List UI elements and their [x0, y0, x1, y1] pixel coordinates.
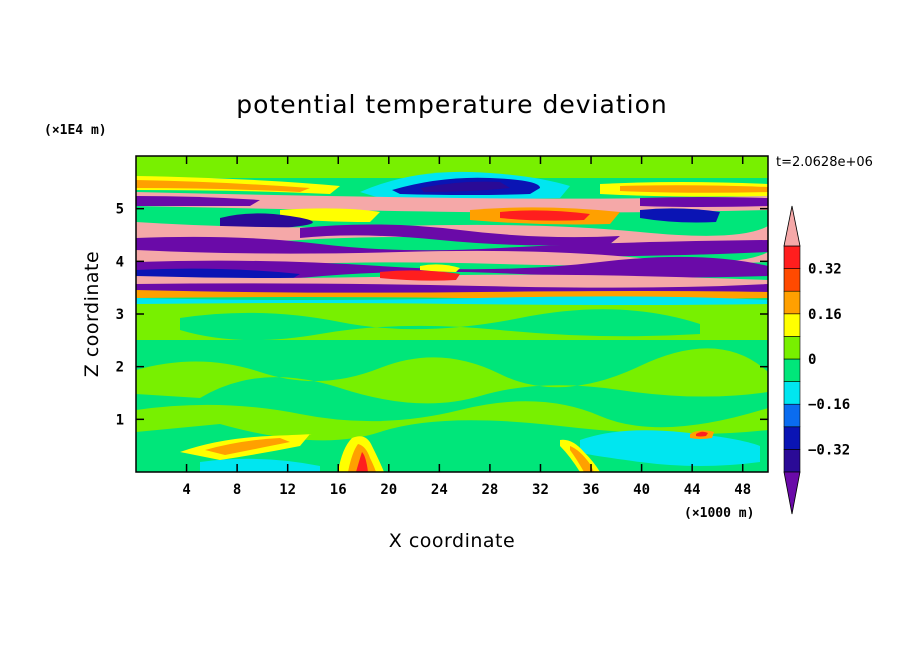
warm-spot-44 — [696, 431, 708, 437]
colorbar-swatch — [783, 245, 801, 269]
warm-plume-18 — [356, 452, 368, 472]
y-axis: 1 2 3 4 5 — [116, 202, 768, 428]
colorbar-max-arrow — [783, 205, 801, 247]
purple-band-45 — [300, 224, 620, 246]
pink-band-52 — [136, 192, 768, 213]
x-tick-label: 36 — [583, 482, 600, 498]
colorbar-swatch — [783, 313, 801, 337]
colorbar-swatch — [783, 336, 801, 360]
colorbar: 0.32 0.16 0 −0.16 −0.32 — [783, 205, 850, 515]
y-tick-label: 3 — [116, 307, 124, 323]
y-tick-label: 1 — [116, 412, 124, 428]
weak-positive-blob — [136, 348, 768, 404]
y-unit-label: (×1E4 m) — [44, 123, 107, 138]
cool-patch — [200, 458, 320, 472]
colorbar-tick-label: 0.32 — [808, 262, 842, 278]
purple-band-43 — [136, 236, 768, 257]
y-tick-label: 2 — [116, 360, 124, 376]
cool-band-47 — [220, 213, 313, 229]
x-axis: 4 8 12 16 20 24 28 32 36 40 44 48 — [182, 156, 751, 498]
colorbar-swatch — [783, 449, 801, 473]
weak-positive-blob — [136, 401, 768, 441]
warm-plume-left — [205, 438, 290, 455]
colorbar-swatch — [783, 426, 801, 450]
warm-band-55 — [136, 180, 310, 192]
y-axis-label: Z coordinate — [81, 251, 103, 377]
chart-title: potential temperature deviation — [236, 90, 667, 119]
cool-edge-33 — [136, 296, 768, 305]
surface-layer — [180, 430, 760, 472]
x-tick-label: 8 — [233, 482, 241, 498]
colorbar-swatch — [783, 403, 801, 428]
middle-layer — [136, 300, 768, 441]
upper-layer — [136, 156, 768, 305]
purple-band-51-right — [640, 197, 768, 207]
cool-top-dome-core — [420, 181, 510, 192]
x-tick-label: 28 — [481, 482, 498, 498]
y-tick-label: 5 — [116, 202, 124, 218]
colorbar-tick-label: 0 — [808, 352, 816, 368]
x-unit-label: (×1000 m) — [684, 506, 754, 521]
warm-band-48 — [280, 208, 380, 222]
x-tick-label: 24 — [431, 482, 448, 498]
pink-band-38 — [136, 274, 768, 291]
x-tick-label: 40 — [633, 482, 650, 498]
cool-patch — [580, 430, 760, 466]
x-tick-label: 16 — [330, 482, 347, 498]
x-tick-label: 4 — [182, 482, 190, 498]
x-tick-label: 20 — [380, 482, 397, 498]
x-tick-label: 32 — [532, 482, 549, 498]
x-tick-label: 48 — [734, 482, 751, 498]
colorbar-swatch — [783, 290, 801, 315]
colorbar-min-arrow — [783, 471, 801, 515]
x-axis-label: X coordinate — [389, 530, 515, 552]
x-tick-label: 12 — [279, 482, 296, 498]
cool-band-47 — [640, 208, 720, 223]
warm-thin-37 — [380, 270, 460, 281]
purple-band-51 — [136, 196, 260, 206]
warm-band-48 — [500, 210, 590, 221]
plot-area — [136, 156, 768, 472]
colorbar-tick-label: −0.32 — [808, 442, 850, 458]
y-tick-label: 4 — [116, 254, 124, 270]
colorbar-swatch — [783, 268, 801, 292]
colorbar-swatch — [783, 381, 801, 405]
x-tick-label: 44 — [684, 482, 701, 498]
colorbar-tick-label: −0.16 — [808, 397, 850, 413]
upper-green-top — [136, 156, 768, 178]
warm-plume-36 — [570, 446, 594, 472]
weak-negative-blob — [180, 309, 700, 341]
colorbar-swatch — [783, 358, 801, 382]
warm-thin-37 — [420, 264, 460, 272]
time-label: t=2.0628e+06 — [776, 155, 873, 170]
warm-band-55-right — [620, 185, 768, 193]
colorbar-tick-label: 0.16 — [808, 307, 842, 323]
